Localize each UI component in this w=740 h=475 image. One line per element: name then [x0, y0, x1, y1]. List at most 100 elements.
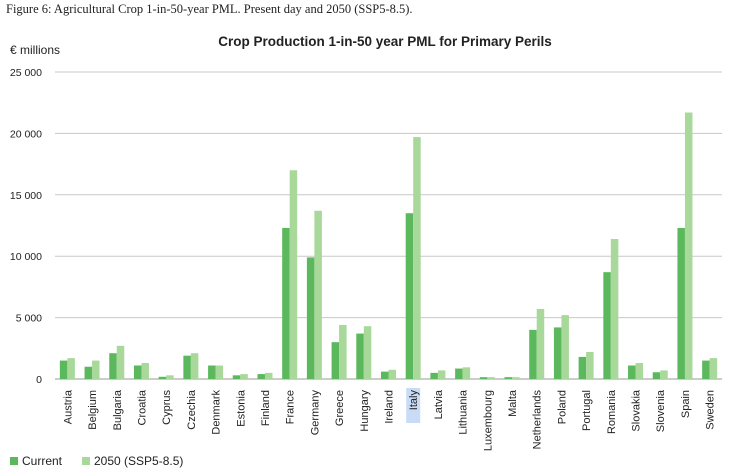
x-tick-label: Ireland	[384, 390, 396, 424]
y-axis-unit-label: € millions	[10, 43, 60, 57]
bar-current-czechia	[183, 355, 191, 379]
x-tick-latvia: Latvia	[433, 389, 445, 419]
bar-2050-luxembourg	[487, 377, 495, 379]
bar-2050-finland	[264, 372, 273, 379]
x-tick-czechia: Czechia	[186, 389, 198, 430]
x-tick-label: Finland	[260, 390, 272, 426]
bar-2050-czechia	[190, 353, 199, 379]
legend-label: 2050 (SSP5-8.5)	[94, 454, 183, 468]
bar-2050-italy	[413, 137, 421, 379]
y-tick-label: 25 000	[10, 67, 42, 79]
bar-2050-bulgaria	[116, 345, 125, 379]
x-tick-label: Italy	[408, 390, 420, 411]
bar-current-malta	[504, 377, 513, 379]
bar-2050-portugal	[586, 351, 594, 379]
x-tick-germany: Germany	[309, 390, 321, 436]
x-tick-france: France	[285, 390, 297, 424]
legend-swatch-2050	[82, 457, 90, 465]
bar-2050-netherlands	[536, 309, 545, 379]
x-tick-label: Lithuania	[458, 389, 470, 435]
bar-2050-slovakia	[635, 363, 644, 379]
bar-current-denmark	[208, 365, 216, 379]
bar-2050-croatia	[141, 363, 149, 379]
x-tick-sweden: Sweden	[705, 390, 717, 430]
bar-2050-ireland	[388, 369, 396, 379]
bar-2050-germany	[314, 210, 322, 379]
x-tick-label: Bulgaria	[112, 389, 124, 430]
x-tick-label: Greece	[334, 390, 346, 426]
legend-swatch-current	[10, 457, 18, 465]
x-tick-estonia: Estonia	[235, 389, 247, 427]
x-tick-label: Netherlands	[532, 390, 544, 450]
bar-current-greece	[331, 342, 340, 379]
x-tick-italy: Italy	[406, 388, 421, 423]
bar-current-slovenia	[652, 372, 661, 379]
x-tick-label: Sweden	[705, 390, 717, 430]
x-tick-label: Germany	[309, 390, 321, 436]
x-tick-label: Romania	[606, 389, 618, 434]
bar-2050-france	[289, 170, 298, 379]
bar-current-spain	[677, 227, 685, 379]
bar-2050-spain	[684, 112, 693, 380]
x-tick-belgium: Belgium	[87, 390, 99, 430]
y-tick-label: 20 000	[10, 128, 42, 140]
x-tick-label: Belgium	[87, 390, 99, 430]
bar-current-finland	[257, 374, 265, 379]
bar-2050-hungary	[363, 326, 372, 379]
x-tick-portugal: Portugal	[581, 390, 593, 431]
bar-current-france	[282, 227, 290, 379]
bar-current-slovakia	[628, 365, 636, 379]
x-tick-austria: Austria	[62, 389, 74, 424]
x-tick-label: Cyprus	[161, 390, 173, 425]
x-tick-label: Latvia	[433, 389, 445, 419]
bar-current-portugal	[578, 356, 587, 379]
x-tick-label: Austria	[62, 389, 74, 424]
x-tick-label: Croatia	[136, 389, 148, 425]
x-tick-romania: Romania	[606, 389, 618, 434]
gridlines	[55, 71, 722, 380]
bar-2050-austria	[67, 358, 75, 379]
x-tick-label: Luxembourg	[482, 390, 494, 451]
x-tick-label: Portugal	[581, 390, 593, 431]
x-tick-bulgaria: Bulgaria	[112, 389, 124, 430]
bar-current-luxembourg	[479, 377, 488, 379]
x-tick-label: Denmark	[211, 390, 223, 435]
x-tick-netherlands: Netherlands	[532, 390, 544, 450]
figure-caption: Figure 6: Agricultural Crop 1-in-50-year…	[6, 2, 413, 16]
x-tick-label: Malta	[507, 389, 519, 417]
bar-2050-belgium	[92, 360, 100, 379]
bar-current-estonia	[232, 375, 241, 379]
bar-current-cyprus	[158, 376, 167, 379]
bar-current-bulgaria	[109, 353, 117, 379]
bar-2050-cyprus	[166, 375, 174, 379]
bar-2050-estonia	[240, 374, 248, 379]
bar-current-croatia	[133, 365, 142, 379]
x-tick-label: France	[285, 390, 297, 424]
chart-title: Crop Production 1-in-50 year PML for Pri…	[218, 34, 552, 49]
x-tick-spain: Spain	[680, 390, 692, 418]
x-tick-label: Poland	[556, 390, 568, 424]
x-tick-hungary: Hungary	[359, 390, 371, 432]
x-tick-malta: Malta	[507, 389, 519, 417]
bar-current-hungary	[356, 333, 364, 379]
bar-2050-romania	[610, 239, 619, 379]
legend: Current 2050 (SSP5-8.5)	[10, 454, 183, 468]
bar-current-romania	[603, 272, 611, 379]
bar-2050-denmark	[215, 365, 224, 379]
bar-current-netherlands	[529, 329, 537, 379]
bar-2050-lithuania	[462, 367, 471, 379]
y-axis-ticks: 0 5 000 10 000 15 000 20 000 25 000	[10, 67, 42, 386]
bar-2050-slovenia	[660, 370, 668, 379]
bar-current-germany	[306, 257, 315, 379]
bar-2050-greece	[339, 324, 347, 379]
bar-current-lithuania	[455, 368, 463, 379]
bar-current-belgium	[84, 366, 93, 379]
bar-current-sweden	[702, 360, 710, 379]
y-tick-label: 15 000	[10, 190, 42, 202]
x-tick-croatia: Croatia	[136, 389, 148, 425]
bar-2050-poland	[561, 315, 569, 379]
x-tick-greece: Greece	[334, 390, 346, 426]
bar-current-poland	[553, 327, 562, 379]
x-tick-finland: Finland	[260, 390, 272, 426]
